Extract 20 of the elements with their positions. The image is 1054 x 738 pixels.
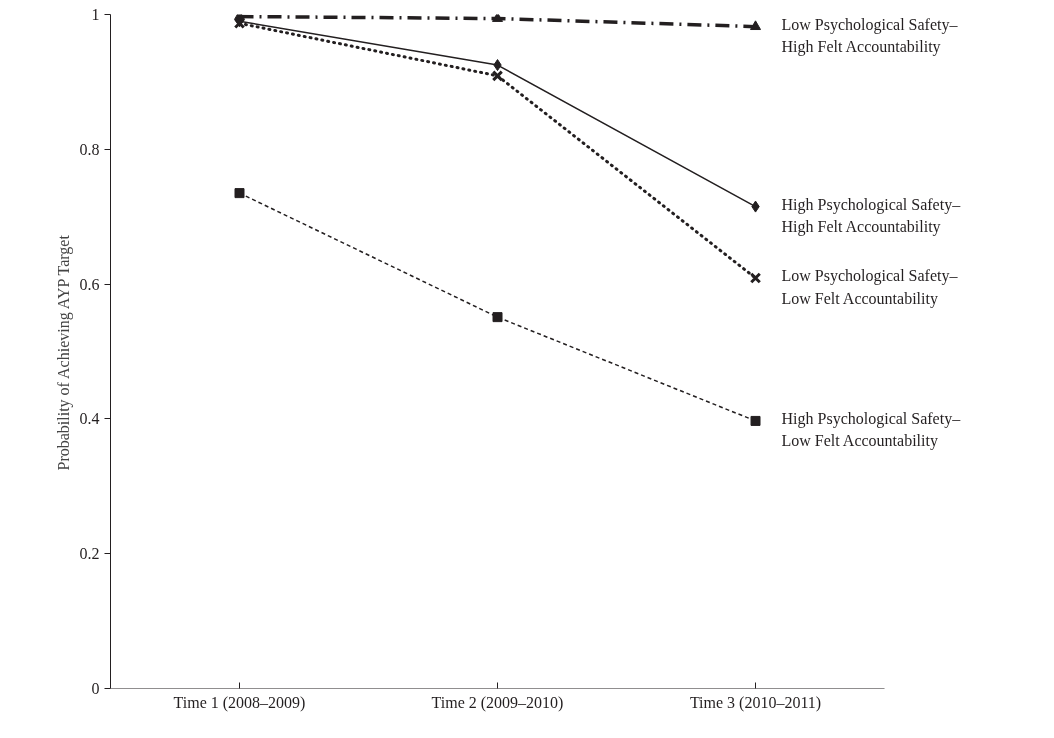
point bbox=[750, 20, 762, 31]
y-tick-label: 0.8 bbox=[79, 140, 100, 158]
y-tick-label: 0.4 bbox=[79, 410, 100, 428]
point bbox=[491, 70, 504, 82]
series-label: High Psychological Safety– Low Felt Accountability bbox=[781, 410, 962, 451]
y-tick-label: 0 bbox=[91, 680, 100, 697]
x-tick-label: Time 1 (2008–2009) bbox=[173, 693, 306, 712]
series-label: Low Psychological Safety– High Felt Accountability bbox=[781, 16, 959, 57]
series-label: High Psychological Safety– High Felt Accountability bbox=[781, 196, 962, 237]
y-tick-label: 1 bbox=[91, 6, 100, 23]
y-tick-label: 0.6 bbox=[79, 275, 100, 293]
point bbox=[492, 312, 503, 323]
point bbox=[234, 188, 245, 199]
point bbox=[750, 415, 761, 426]
point bbox=[749, 272, 762, 284]
x-tick-label: Time 3 (2010–2011) bbox=[689, 693, 822, 712]
y-axis-title: Probability of Achieving AYP Target bbox=[54, 234, 73, 471]
series-label: Low Psychological Safety– Low Felt Accountability bbox=[781, 267, 959, 308]
x-tick-label: Time 2 (2009–2010) bbox=[431, 693, 564, 712]
y-tick-label: 0.2 bbox=[79, 545, 100, 563]
